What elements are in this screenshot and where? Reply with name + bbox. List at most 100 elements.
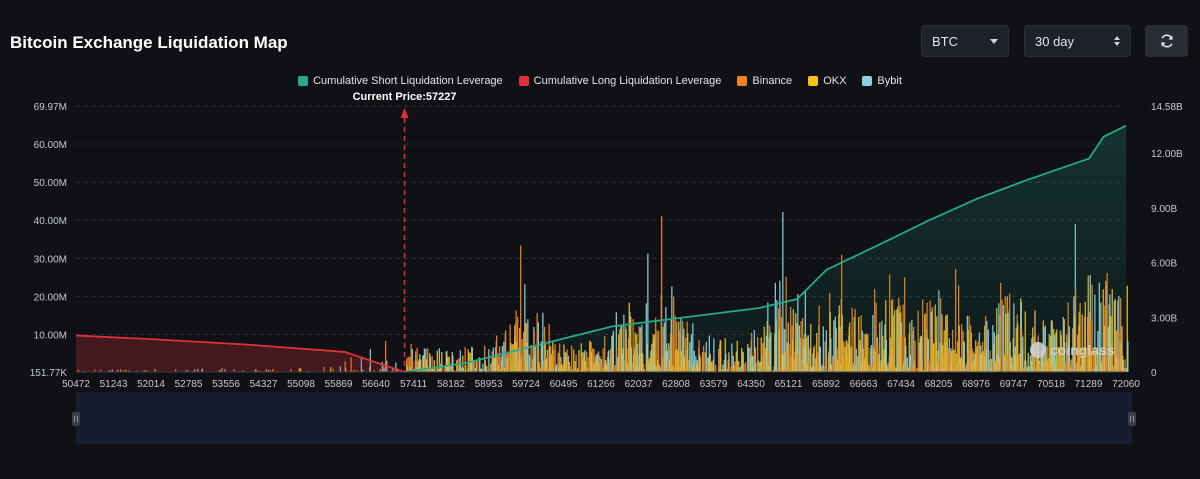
bar-bybit <box>395 362 397 372</box>
bar-okx <box>255 369 257 372</box>
bar-bybit <box>392 368 394 372</box>
cumulative-short-area <box>404 125 1126 372</box>
cumulative-long-series <box>75 334 405 373</box>
y-left-tick-label: 151.77K <box>30 368 68 379</box>
x-tick-label: 53556 <box>212 379 240 390</box>
bar-okx <box>433 360 435 372</box>
zoom-slider-right-handle[interactable] <box>1128 412 1136 426</box>
x-tick-label: 59724 <box>512 379 540 390</box>
range-select-value: 30 day <box>1035 33 1075 49</box>
y-left-tick-label: 30.00M <box>34 254 67 265</box>
bar-bybit <box>524 284 526 372</box>
bar-binance <box>323 367 325 372</box>
y-axis-right: 0 3.00B 6.00B 9.00B 12.00B 14.58B <box>1151 102 1183 379</box>
x-tick-label: 67434 <box>887 379 915 390</box>
legend-item-binance[interactable]: Binance <box>737 75 792 87</box>
bar-binance <box>290 369 292 372</box>
x-tick-label: 62037 <box>625 379 653 390</box>
range-select[interactable]: 30 day <box>1024 25 1131 57</box>
bar-binance <box>515 310 517 372</box>
coinglass-logo-icon <box>1030 342 1046 358</box>
liquidation-chart: 151.77K 10.00M 20.00M 30.00M 40.00M 50.00M 60.… <box>30 91 1183 390</box>
cumulative-short-series <box>404 124 1127 373</box>
legend-swatch-okx <box>808 76 819 86</box>
bar-bybit <box>429 357 431 372</box>
bar-okx <box>426 359 428 372</box>
bar-binance <box>332 368 334 372</box>
x-tick-label: 65892 <box>812 379 840 390</box>
chevron-down-icon <box>990 38 998 44</box>
legend-item-okx[interactable]: OKX <box>808 75 846 87</box>
bar-okx <box>345 368 347 372</box>
legend-swatch-long <box>518 76 529 86</box>
x-tick-label: 62808 <box>662 379 690 390</box>
bar-binance <box>407 356 409 372</box>
x-tick-label: 55869 <box>325 379 353 390</box>
bar-binance <box>356 370 358 372</box>
bar-bybit <box>362 369 364 372</box>
bar-bybit <box>267 369 269 372</box>
refresh-icon <box>1160 34 1173 48</box>
bar-bybit <box>425 348 427 372</box>
bar-binance <box>272 368 274 372</box>
x-tick-label: 52014 <box>137 379 165 390</box>
legend-item-bybit[interactable]: Bybit <box>862 75 902 87</box>
bar-bybit <box>360 358 362 372</box>
x-tick-label: 58953 <box>475 379 503 390</box>
legend-item-long[interactable]: Cumulative Long Liquidation Leverage <box>518 75 722 87</box>
bar-binance <box>415 351 417 372</box>
x-tick-label: 60495 <box>550 379 578 390</box>
y-right-tick-label: 14.58B <box>1151 102 1183 113</box>
x-axis: 50472 51243 52014 52785 53556 54327 55098 55869… <box>62 371 1140 390</box>
zoom-slider[interactable] <box>76 392 1132 444</box>
bar-binance <box>221 367 223 372</box>
watermark-text: coinglass <box>1050 342 1115 358</box>
bar-okx <box>1126 285 1128 372</box>
chart-legend: Cumulative Short Liquidation Leverage Cu… <box>0 75 1200 87</box>
bar-okx <box>379 369 381 372</box>
bar-okx <box>271 370 273 372</box>
bar-bybit <box>185 370 187 372</box>
bar-okx <box>373 370 375 372</box>
bar-okx <box>120 369 122 372</box>
x-tick-label: 68205 <box>925 379 953 390</box>
zoom-slider-left-handle[interactable] <box>72 412 80 426</box>
bar-bybit <box>542 312 544 372</box>
current-price-label: Current Price:57227 <box>353 91 457 103</box>
bar-bybit <box>381 361 383 372</box>
coin-select-value: BTC <box>932 33 958 49</box>
bar-bybit <box>438 348 440 372</box>
bar-bybit <box>1125 368 1127 372</box>
y-left-tick-label: 10.00M <box>34 330 67 341</box>
x-tick-label: 51243 <box>100 379 128 390</box>
bar-okx <box>298 367 300 372</box>
x-tick-label: 68976 <box>962 379 990 390</box>
bar-bybit <box>446 350 448 372</box>
y-left-tick-label: 20.00M <box>34 292 67 303</box>
bar-binance <box>146 370 148 372</box>
legend-label-okx: OKX <box>823 75 847 87</box>
bar-binance <box>391 370 393 372</box>
coin-select[interactable]: BTC <box>921 25 1009 57</box>
legend-label-long: Cumulative Long Liquidation Leverage <box>533 75 722 87</box>
bar-bybit <box>647 253 649 372</box>
legend-item-short[interactable]: Cumulative Short Liquidation Leverage <box>298 75 503 87</box>
bar-okx <box>447 356 449 372</box>
y-right-tick-label: 6.00B <box>1151 259 1177 270</box>
x-tick-label: 64350 <box>737 379 765 390</box>
x-tick-label: 71289 <box>1075 379 1103 390</box>
x-tick-label: 57411 <box>400 379 428 390</box>
bar-binance <box>344 361 346 372</box>
refresh-button[interactable] <box>1145 25 1188 57</box>
bar-binance <box>409 356 411 372</box>
bar-binance <box>536 313 538 372</box>
bar-binance <box>410 343 412 372</box>
legend-label-bybit: Bybit <box>877 75 902 87</box>
bar-binance <box>427 348 429 372</box>
current-price-marker: Current Price:57227 <box>353 91 457 372</box>
bar-okx <box>256 370 258 372</box>
bar-okx <box>117 369 119 372</box>
bar-binance <box>100 369 102 372</box>
x-tick-label: 54327 <box>250 379 278 390</box>
sort-arrows-icon <box>1114 36 1120 46</box>
